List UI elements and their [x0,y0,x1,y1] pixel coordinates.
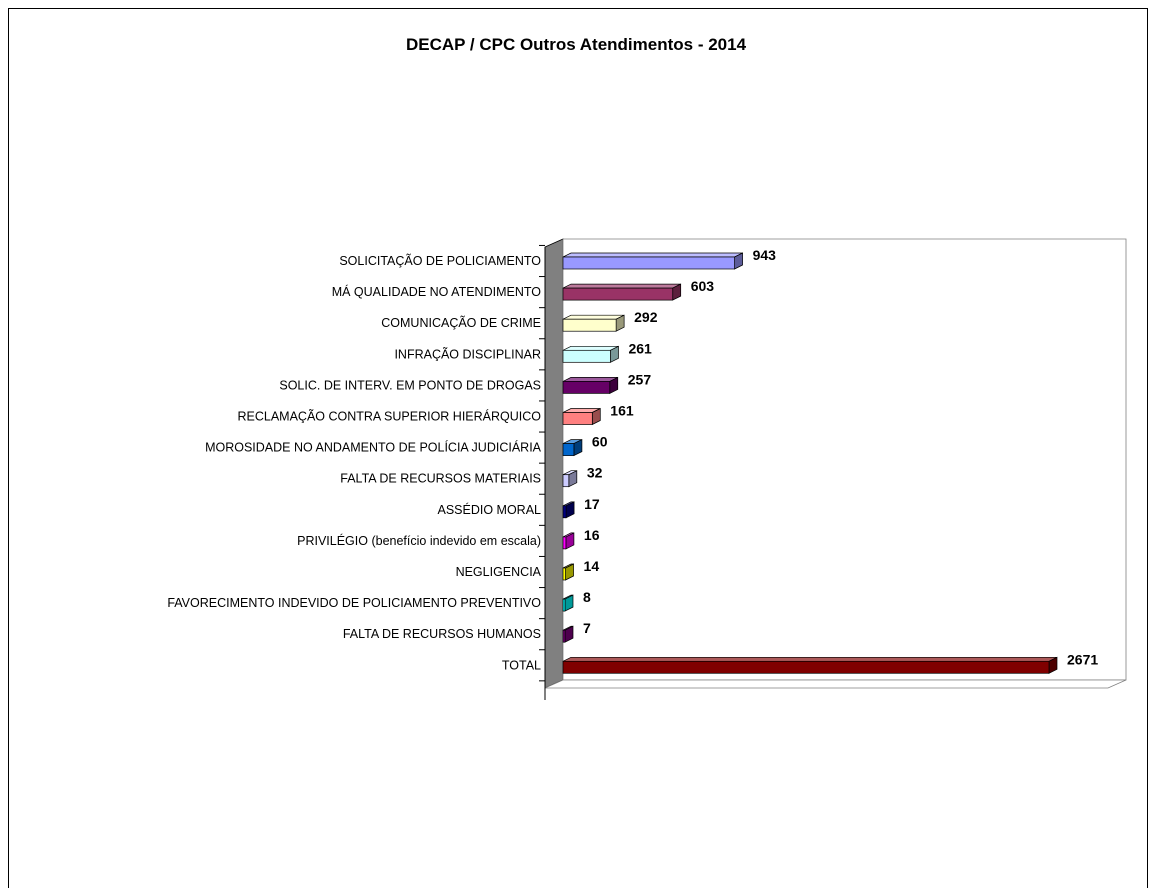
value-label: 16 [584,527,600,543]
category-label: MÁ QUALIDADE NO ATENDIMENTO [332,284,542,299]
category-label: COMUNICAÇÃO DE CRIME [381,316,541,330]
category-label: INFRAÇÃO DISCIPLINAR [394,347,541,361]
bar [562,660,1050,674]
value-label: 32 [587,465,603,481]
bar-top [562,656,1058,662]
bar-top [562,252,743,258]
bar [562,412,593,425]
bar [562,381,611,394]
chart-title: DECAP / CPC Outros Atendimentos - 2014 [405,35,747,54]
value-label: 603 [691,278,715,294]
chart-back-wall [562,238,1127,681]
bar-top [562,314,625,320]
bar [562,349,611,363]
bar [562,505,567,519]
bar [562,536,567,550]
bar [562,318,617,332]
value-label: 8 [583,589,591,605]
category-label: SOLIC. DE INTERV. EM PONTO DE DROGAS [279,378,541,392]
category-label: ASSÉDIO MORAL [438,502,542,517]
value-label: 161 [610,403,634,419]
bar [562,287,674,301]
value-label: 257 [628,371,652,387]
bar [562,443,575,456]
category-label: FAVORECIMENTO INDEVIDO DE POLICIAMENTO P… [167,596,541,610]
category-label: MOROSIDADE NO ANDAMENTO DE POLÍCIA JUDIC… [205,440,542,455]
bar [562,474,570,488]
value-label: 17 [584,496,600,512]
bar [562,598,566,612]
category-label: FALTA DE RECURSOS HUMANOS [343,627,541,641]
value-label: 14 [584,558,600,574]
value-label: 7 [583,620,591,636]
value-label: 292 [634,309,658,325]
category-label: FALTA DE RECURSOS MATERIAIS [340,472,541,486]
chart-floor [544,679,1127,689]
category-label: TOTAL [502,658,541,672]
category-label: SOLICITAÇÃO DE POLICIAMENTO [339,254,541,268]
bar [562,629,566,643]
category-label: RECLAMAÇÃO CONTRA SUPERIOR HIERÁRQUICO [237,409,541,424]
bar [562,567,566,581]
value-label: 60 [592,434,608,450]
value-label: 2671 [1067,651,1098,667]
chart-side-wall [544,238,564,689]
bar-top [562,377,618,382]
bar-top [562,283,681,289]
category-label: NEGLIGENCIA [456,565,542,579]
value-label: 261 [628,340,652,356]
bar-top [562,345,619,351]
bar [562,256,735,270]
category-label: PRIVILÉGIO (benefício indevido em escala… [297,533,541,548]
value-label: 943 [753,247,777,263]
